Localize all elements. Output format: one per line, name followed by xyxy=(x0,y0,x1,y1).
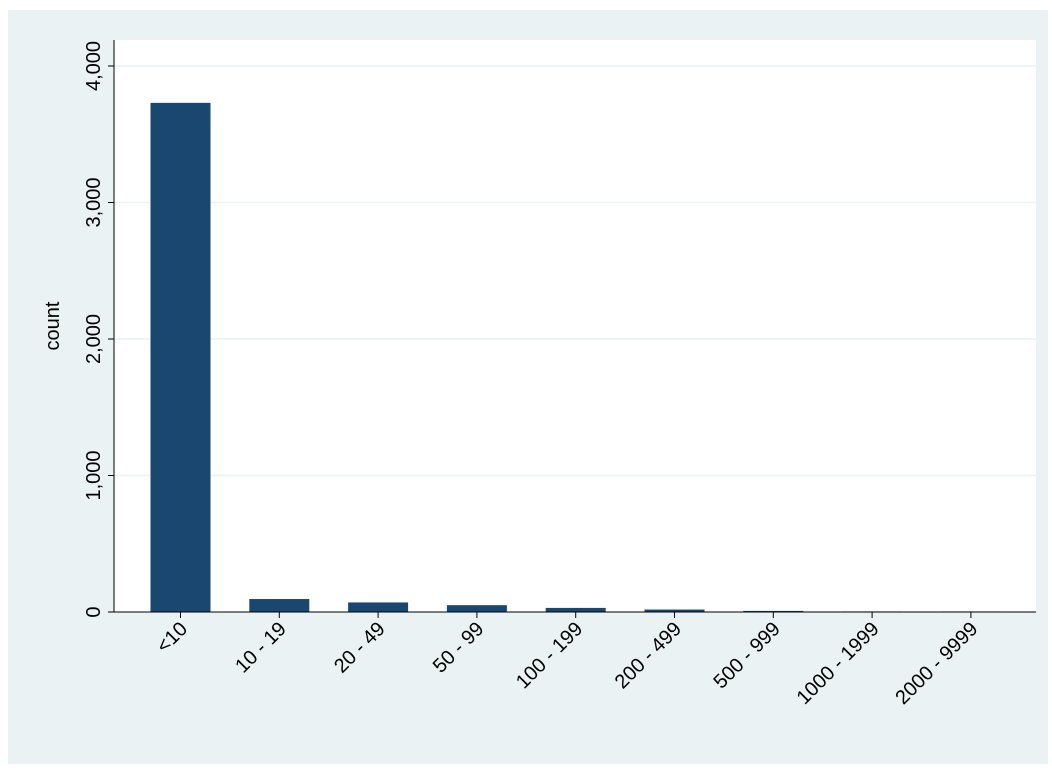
x-tick-label-8: 2000 - 9999 xyxy=(891,618,982,709)
x-tick-label-0: <10 xyxy=(152,618,192,658)
x-tick-label-3: 50 - 99 xyxy=(429,618,489,678)
bar-0 xyxy=(150,102,211,612)
bar-2 xyxy=(348,602,409,612)
y-tick-label-1: 1,000 xyxy=(83,450,105,500)
x-tick-label-5: 200 - 499 xyxy=(611,618,686,693)
y-tick-label-4: 4,000 xyxy=(83,41,105,91)
bar-4 xyxy=(545,607,606,612)
x-tick-label-1: 10 - 19 xyxy=(231,618,291,678)
y-axis-label: count xyxy=(42,301,64,350)
gridlines xyxy=(114,65,1036,477)
bar-1 xyxy=(249,599,310,612)
x-tick-label-2: 20 - 49 xyxy=(330,618,390,678)
y-tick-label-3: 3,000 xyxy=(83,177,105,227)
x-tick-label-6: 500 - 999 xyxy=(710,618,785,693)
y-axis-ticks: 0 1,000 2,000 3,000 4,000 xyxy=(83,41,114,618)
plot-area xyxy=(114,40,1036,612)
bar-6 xyxy=(743,610,804,612)
y-tick-label-2: 2,000 xyxy=(83,314,105,364)
x-tick-label-7: 1000 - 1999 xyxy=(793,618,884,709)
bar-3 xyxy=(446,605,507,612)
x-axis-ticks: <10 10 - 19 20 - 49 50 - 99 100 - 199 200 - 4… xyxy=(152,612,982,709)
bar-5 xyxy=(644,609,705,612)
x-tick-label-4: 100 - 199 xyxy=(512,618,587,693)
y-tick-label-0: 0 xyxy=(83,606,105,617)
